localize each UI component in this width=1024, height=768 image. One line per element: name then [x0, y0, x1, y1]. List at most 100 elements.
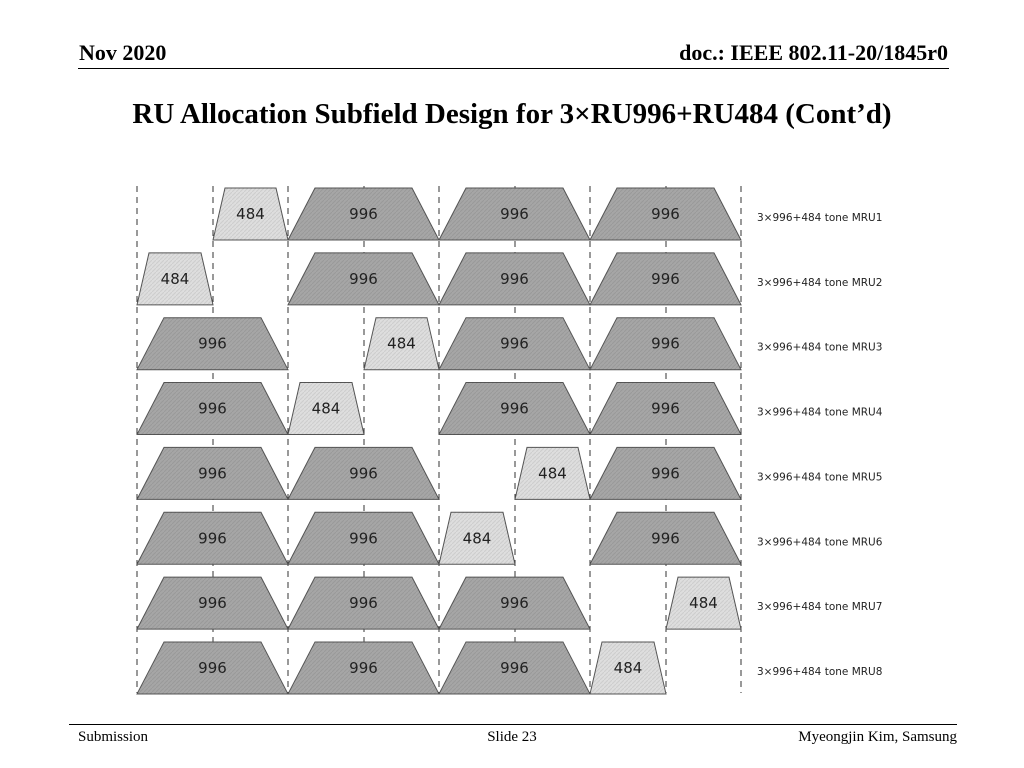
footer-divider: [69, 724, 957, 725]
mru-row-label: 3×996+484 tone MRU1: [757, 212, 882, 224]
footer-submission: Submission: [78, 729, 149, 745]
ru996-block: 996: [438, 187, 591, 241]
ru996-block: 996: [136, 317, 289, 371]
ru996-texture: [137, 512, 288, 565]
mru-row-2: 484 996 996 996: [136, 252, 742, 306]
mru-row-labels: 3×996+484 tone MRU1 3×996+484 tone MRU2 3×…: [757, 212, 883, 678]
ru996-label: 996: [651, 464, 680, 482]
ru996-texture: [439, 382, 590, 435]
ru996-block: 996: [136, 641, 289, 695]
ru484-texture: [213, 188, 288, 240]
ru996-texture: [439, 188, 590, 240]
ru996-label: 996: [349, 205, 378, 223]
ru996-label: 996: [651, 270, 680, 288]
ru996-block: 996: [287, 252, 440, 306]
ru996-label: 996: [349, 464, 378, 482]
ru996-label: 996: [198, 464, 227, 482]
ru484-label: 484: [161, 270, 190, 288]
ru484-label: 484: [538, 464, 567, 482]
ru996-texture: [137, 641, 288, 694]
ru996-block: 996: [287, 576, 440, 630]
ru996-texture: [288, 577, 439, 630]
ru996-label: 996: [651, 205, 680, 223]
ru996-block: 996: [136, 382, 289, 436]
ru996-texture: [288, 512, 439, 565]
ru996-block: 996: [287, 511, 440, 565]
ru484-block: 484: [589, 641, 667, 695]
ru996-block: 996: [589, 511, 742, 565]
ru996-texture: [590, 188, 741, 240]
ru996-texture: [288, 641, 439, 694]
mru-row-8: 996 996 996 484: [136, 641, 667, 695]
ru996-texture: [590, 512, 741, 565]
ru996-label: 996: [349, 529, 378, 547]
mru-row-label: 3×996+484 tone MRU4: [757, 407, 883, 419]
ru996-block: 996: [589, 317, 742, 371]
ru996-texture: [590, 252, 741, 305]
mru-row-7: 996 996 996 484: [136, 576, 742, 630]
ru484-label: 484: [463, 529, 492, 547]
ru996-block: 996: [438, 382, 591, 436]
ru996-label: 996: [651, 529, 680, 547]
ru996-block: 996: [438, 641, 591, 695]
ru996-texture: [590, 382, 741, 435]
ru996-label: 996: [349, 594, 378, 612]
ru484-texture: [590, 641, 666, 694]
ru484-label: 484: [236, 205, 265, 223]
ru996-label: 996: [198, 529, 227, 547]
ru996-label: 996: [500, 400, 529, 418]
mru-row-4: 996 484 996 996: [136, 382, 742, 436]
ru484-block: 484: [287, 382, 365, 436]
ru996-label: 996: [500, 659, 529, 677]
ru996-label: 996: [198, 594, 227, 612]
ru484-block: 484: [665, 576, 742, 630]
ru484-block: 484: [363, 317, 440, 371]
ru484-texture: [288, 382, 364, 435]
ru996-block: 996: [287, 446, 440, 500]
ru484-block: 484: [514, 446, 591, 500]
ru996-texture: [590, 447, 741, 500]
header-doc-id: doc.: IEEE 802.11-20/1845r0: [679, 40, 948, 65]
ru996-block: 996: [287, 641, 440, 695]
ru996-block: 996: [136, 446, 289, 500]
ru996-label: 996: [500, 270, 529, 288]
ru484-texture: [666, 577, 741, 630]
ru996-texture: [137, 577, 288, 630]
footer-slide-number: Slide 23: [487, 729, 537, 745]
ru484-label: 484: [689, 594, 718, 612]
ru484-texture: [137, 252, 213, 305]
ru996-texture: [590, 317, 741, 370]
header-divider: [78, 68, 949, 69]
slide-title: RU Allocation Subfield Design for 3×RU99…: [132, 98, 892, 130]
ru996-texture: [439, 317, 590, 370]
ru484-block: 484: [438, 511, 516, 565]
ru996-label: 996: [198, 659, 227, 677]
ru996-block: 996: [589, 382, 742, 436]
mru-row-6: 996 996 484 996: [136, 511, 742, 565]
ru996-texture: [137, 382, 288, 435]
ru996-block: 996: [136, 576, 289, 630]
ru996-block: 996: [287, 187, 440, 241]
ru484-block: 484: [212, 187, 289, 241]
ru996-label: 996: [500, 594, 529, 612]
ru996-label: 996: [198, 400, 227, 418]
ru996-block: 996: [589, 187, 742, 241]
ru996-block: 996: [438, 317, 591, 371]
mru-row-5: 996 996 484 996: [136, 446, 742, 500]
ru484-block: 484: [136, 252, 214, 306]
mru-row-label: 3×996+484 tone MRU8: [757, 666, 882, 678]
ru996-block: 996: [438, 576, 591, 630]
mru-row-label: 3×996+484 tone MRU7: [757, 601, 882, 613]
mru-row-label: 3×996+484 tone MRU2: [757, 277, 882, 289]
ru484-texture: [439, 512, 515, 565]
ru996-block: 996: [589, 446, 742, 500]
ru996-texture: [288, 188, 439, 240]
footer-author: Myeongjin Kim, Samsung: [798, 729, 957, 745]
mru-row-3: 996 484 996 996: [136, 317, 742, 371]
ru996-texture: [288, 252, 439, 305]
ru484-texture: [364, 317, 439, 370]
ru996-texture: [137, 317, 288, 370]
ru484-texture: [515, 447, 590, 500]
